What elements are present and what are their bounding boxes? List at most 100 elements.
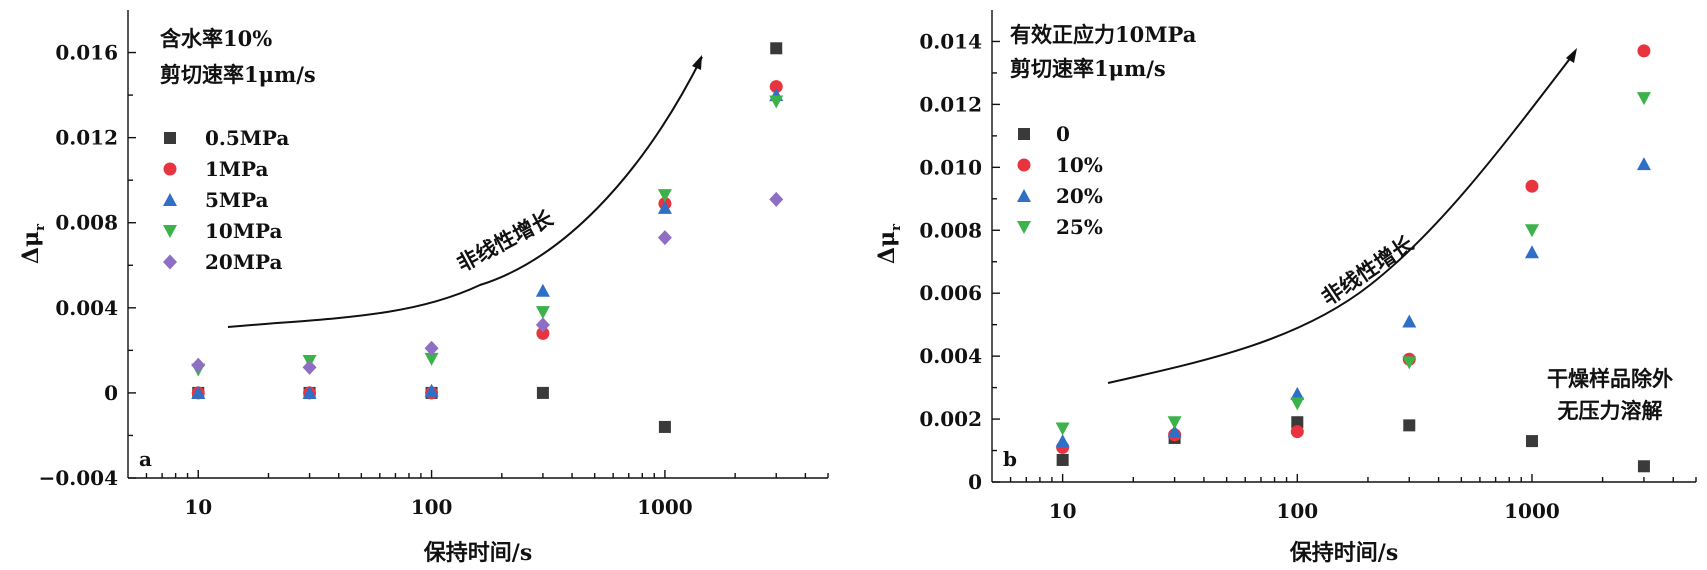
x-tick-label: 100 [411, 495, 453, 519]
data-point [1402, 356, 1417, 370]
legend-label: 25% [1056, 215, 1103, 239]
legend-label: 0 [1056, 122, 1070, 146]
data-point [1290, 425, 1304, 439]
y-tick-label: 0.008 [55, 211, 118, 235]
legend-marker [163, 254, 177, 270]
y-tick-label: 0 [968, 470, 982, 494]
y-tick-label: 0.012 [919, 92, 982, 116]
data-point [769, 95, 784, 109]
data-point [1167, 424, 1182, 438]
data-point [302, 385, 317, 399]
data-point [658, 420, 671, 433]
condition-line-2: 剪切速率1μm/s [160, 62, 316, 87]
trend-arrow [1107, 51, 1576, 384]
data-point [657, 189, 672, 203]
legend-marker [1017, 221, 1031, 234]
data-point [770, 42, 783, 55]
data-point [536, 326, 550, 340]
data-point [1524, 245, 1539, 259]
trend-label: 非线性增长 [1317, 230, 1419, 310]
legend-marker [1018, 128, 1030, 140]
x-tick-label: 1000 [1504, 499, 1560, 523]
x-tick-label: 1000 [637, 495, 693, 519]
data-point [1056, 453, 1069, 466]
data-point [657, 230, 672, 246]
legend-label: 10MPa [205, 219, 282, 243]
legend-marker [164, 132, 176, 144]
data-point [191, 357, 206, 373]
data-point [535, 317, 550, 333]
legend-marker [163, 162, 177, 176]
trend-arrowhead [1566, 48, 1577, 63]
note-line-2: 无压力溶解 [1558, 398, 1663, 423]
legend-label: 20% [1056, 184, 1103, 208]
data-point [1291, 416, 1304, 429]
chart-panel-a: −0.004 0 0.004 0.008 0.012 0.016 10 100 1000 保持… [18, 10, 829, 566]
data-point [1637, 44, 1651, 58]
data-point [1290, 397, 1305, 411]
condition-line-2: 剪切速率1μm/s [1010, 56, 1166, 81]
y-tick-label: 0.002 [919, 407, 982, 431]
y-tick-label: 0.004 [55, 296, 118, 320]
y-tick-label: 0.008 [919, 218, 982, 242]
y-tick-label: 0.006 [919, 281, 982, 305]
y-tick-label: 0.016 [55, 41, 118, 65]
note-line-1: 干燥样品除外 [1547, 366, 1673, 391]
trend-label: 非线性增长 [453, 205, 558, 277]
data-point [1636, 157, 1651, 171]
legend-label: 1MPa [205, 157, 269, 181]
legend-marker [163, 225, 177, 238]
legend-label: 20MPa [205, 250, 282, 274]
legend-label: 0.5MPa [205, 126, 289, 150]
trend-arrow [227, 56, 703, 328]
x-axis-title: 保持时间/s [423, 540, 532, 566]
y-tick-label: 0.012 [55, 126, 118, 150]
legend-marker [1017, 158, 1031, 172]
y-tick-label: 0.010 [919, 155, 982, 179]
data-point [1637, 460, 1650, 473]
x-axis: 10 100 1000 [145, 470, 829, 519]
data-point [1055, 422, 1070, 436]
data-point [1525, 435, 1538, 448]
legend-label: 10% [1056, 153, 1103, 177]
svg-text:Δμr: Δμr [874, 224, 904, 264]
data-point [424, 340, 439, 356]
x-tick-label: 10 [184, 495, 212, 519]
y-tick-label: −0.004 [39, 466, 118, 490]
data-point [1525, 179, 1539, 193]
legend: 0.5MPa 1MPa 5MPa 10MPa 20MPa [163, 126, 289, 274]
data-points [1055, 44, 1651, 473]
condition-line-1: 含水率10% [160, 26, 272, 51]
data-point [536, 386, 549, 399]
y-axis-title-main: Δμ [18, 231, 44, 264]
data-point [1403, 419, 1416, 432]
data-point [1290, 386, 1305, 400]
data-point [657, 200, 672, 214]
data-point [1524, 224, 1539, 238]
data-point [302, 359, 317, 375]
data-points [191, 42, 784, 433]
x-axis-title: 保持时间/s [1289, 540, 1398, 566]
data-point [769, 191, 784, 207]
data-point [1636, 92, 1651, 106]
data-point [1402, 314, 1417, 328]
y-axis-title: Δμr [874, 224, 904, 264]
y-axis-title-main: Δμ [874, 231, 900, 264]
data-point [1167, 416, 1182, 430]
legend-marker [163, 193, 177, 206]
legend-label: 5MPa [205, 188, 269, 212]
svg-text:Δμr: Δμr [18, 224, 48, 264]
y-axis: 0 0.002 0.004 0.006 0.008 0.010 0.012 0.014 [919, 29, 1000, 494]
data-point [535, 283, 550, 297]
y-tick-label: 0.014 [919, 29, 982, 53]
panel-label: a [139, 447, 152, 471]
y-axis-title-sub: r [889, 224, 904, 231]
panel-label: b [1003, 447, 1017, 471]
data-point [1055, 434, 1070, 448]
trend-arrowhead [692, 55, 702, 70]
x-axis: 10 100 1000 [1009, 474, 1697, 523]
x-tick-label: 10 [1049, 499, 1077, 523]
data-point [769, 80, 783, 94]
